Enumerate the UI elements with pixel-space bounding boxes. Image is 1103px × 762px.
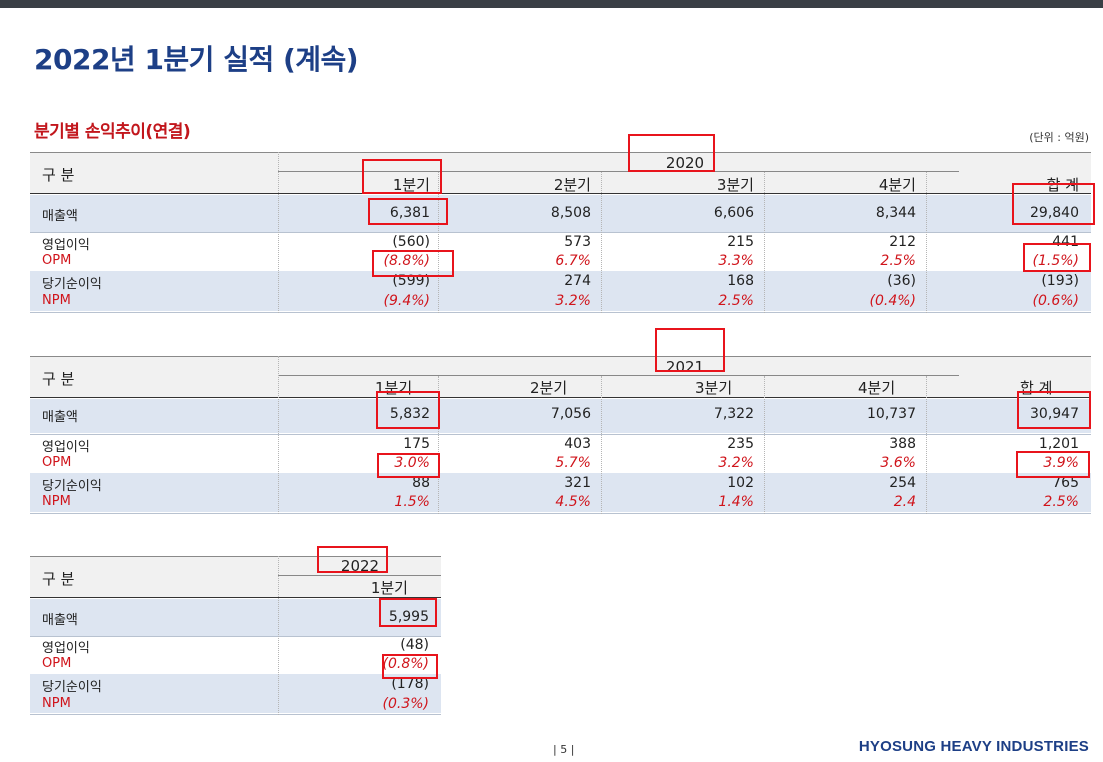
table-cell: (599) [392, 273, 430, 289]
column-header: 1분기 [370, 579, 408, 597]
table-cell: 4.5% [555, 494, 591, 510]
column-header: 합 계 [1046, 176, 1079, 194]
table-cell: 274 [564, 273, 591, 289]
table-cell: 102 [727, 475, 754, 491]
row-label-opm: OPM [42, 656, 72, 671]
table-cell: 1,201 [1038, 436, 1079, 452]
table-cell: 5,995 [388, 609, 429, 625]
table-cell: 7,056 [550, 406, 591, 422]
row-label-sales: 매출액 [42, 410, 78, 425]
year-label: 2021 [665, 358, 705, 376]
table-cell: 8,508 [550, 205, 591, 221]
row-label-net-income: 당기순이익 [42, 680, 102, 695]
table-cell: (48) [400, 637, 429, 653]
table-cell: 88 [412, 475, 430, 491]
table-cell: 8,344 [875, 205, 916, 221]
table-cell: 2.5% [1043, 494, 1079, 510]
row-label-operating-profit: 영업이익 [42, 440, 90, 455]
year-label: 2020 [665, 154, 705, 172]
row-label-opm: OPM [42, 455, 72, 470]
page-title: 2022년 1분기 실적 (계속) [34, 43, 359, 76]
row-label-sales: 매출액 [42, 613, 78, 628]
section-title: 분기별 손익추이(연결) [34, 122, 191, 142]
table-cell: 2.4 [893, 494, 916, 510]
table-cell: 10,737 [867, 406, 916, 422]
table-cell: 6.7% [555, 253, 591, 269]
table-cell: 6,606 [713, 205, 754, 221]
row-label-operating-profit: 영업이익 [42, 238, 90, 253]
table-cell: 388 [889, 436, 916, 452]
table-cell: (178) [391, 676, 429, 692]
column-header: 1분기 [392, 176, 430, 194]
table-cell: (9.4%) [383, 293, 431, 309]
row-label-npm: NPM [42, 293, 71, 308]
table-cell: (1.5%) [1032, 253, 1080, 269]
table-cell: 235 [727, 436, 754, 452]
table-cell: (560) [392, 234, 430, 250]
table-cell: 6,381 [389, 205, 430, 221]
table-cell: 3.2% [718, 455, 754, 471]
gubun-label: 구 분 [42, 370, 75, 388]
row-label-operating-profit: 영업이익 [42, 641, 90, 656]
row-label-npm: NPM [42, 494, 71, 509]
table-cell: 765 [1052, 475, 1079, 491]
gubun-label: 구 분 [42, 570, 75, 588]
table-cell: 3.6% [880, 455, 916, 471]
year-label: 2022 [340, 557, 380, 575]
table-cell: 5.7% [555, 455, 591, 471]
column-header: 합 계 [1020, 379, 1053, 397]
gubun-label: 구 분 [42, 166, 75, 184]
company-logo: HYOSUNG HEAVY INDUSTRIES [858, 738, 1089, 755]
table-cell: 7,322 [713, 406, 754, 422]
table-cell: (0.8%) [382, 656, 430, 672]
top-bar [0, 0, 1103, 8]
table-cell: 2.5% [880, 253, 916, 269]
table-cell: 3.3% [718, 253, 754, 269]
column-header: 4분기 [878, 176, 916, 194]
table-cell: 403 [564, 436, 591, 452]
table-cell: 215 [727, 234, 754, 250]
column-header: 3분기 [695, 379, 733, 397]
table-cell: 2.5% [718, 293, 754, 309]
table-cell: (0.3%) [382, 696, 430, 712]
table-2022: 구 분 2022 1분기 매출액 영업이익 OPM 당기순이익 NPM 5,99… [30, 556, 441, 715]
row-label-opm: OPM [42, 253, 72, 268]
row-label-npm: NPM [42, 696, 71, 711]
table-2021: 구 분 2021 1분기 2분기 3분기 4분기 합 계 매출액 영업이익 OP… [30, 356, 1091, 514]
table-cell: (36) [887, 273, 916, 289]
table-cell: 573 [564, 234, 591, 250]
column-header: 4분기 [858, 379, 896, 397]
table-cell: 175 [403, 436, 430, 452]
table-cell: 254 [889, 475, 916, 491]
table-cell: 29,840 [1030, 205, 1079, 221]
unit-label: (단위 : 억원) [1029, 131, 1089, 144]
row-label-sales: 매출액 [42, 209, 78, 224]
table-cell: 3.9% [1043, 455, 1079, 471]
table-cell: 5,832 [389, 406, 430, 422]
column-header: 1분기 [375, 379, 413, 397]
table-cell: 30,947 [1030, 406, 1079, 422]
table-cell: (193) [1041, 273, 1079, 289]
page-number: | 5 | [553, 743, 575, 756]
table-cell: 168 [727, 273, 754, 289]
table-cell: (0.4%) [869, 293, 917, 309]
table-2020: 구 분 2020 1분기 2분기 3분기 4분기 합 계 매출액 영업이익 OP… [30, 152, 1091, 313]
table-cell: (8.8%) [383, 253, 431, 269]
row-label-net-income: 당기순이익 [42, 277, 102, 292]
table-cell: 1.4% [718, 494, 754, 510]
table-cell: 3.2% [555, 293, 591, 309]
column-header: 2분기 [553, 176, 591, 194]
column-header: 2분기 [530, 379, 568, 397]
table-cell: (0.6%) [1032, 293, 1080, 309]
table-cell: 1.5% [394, 494, 430, 510]
table-cell: 212 [889, 234, 916, 250]
table-cell: 3.0% [394, 455, 430, 471]
table-cell: 321 [564, 475, 591, 491]
row-label-net-income: 당기순이익 [42, 479, 102, 494]
table-cell: 441 [1052, 234, 1079, 250]
column-header: 3분기 [716, 176, 754, 194]
